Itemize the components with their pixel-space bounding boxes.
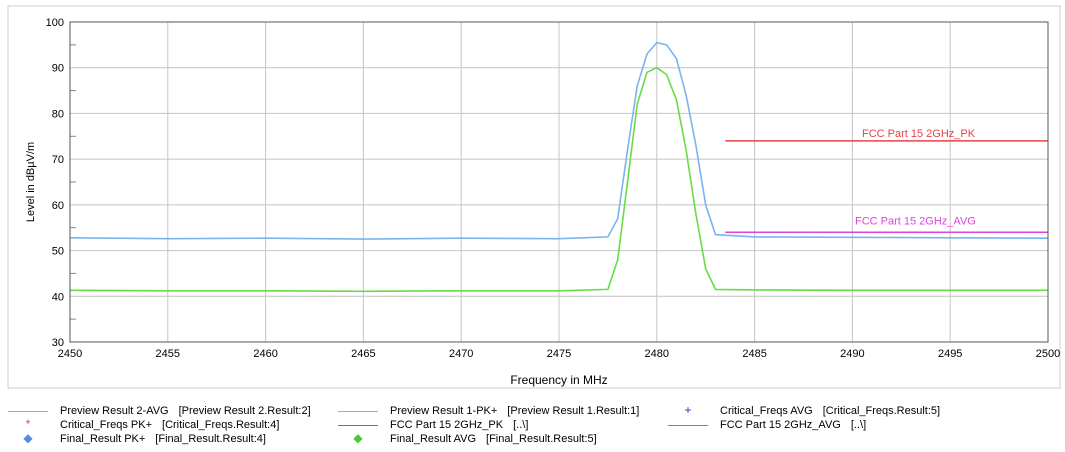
legend-source: [Final_Result.Result:5] xyxy=(486,433,597,445)
legend-label: Final_Result AVG xyxy=(390,433,477,445)
y-tick-label: 60 xyxy=(52,200,64,212)
y-tick-label: 90 xyxy=(52,63,64,75)
annotation-pk-limit: FCC Part 15 2GHz_PK xyxy=(862,128,976,140)
y-tick-label: 80 xyxy=(52,108,64,120)
x-tick-label: 2485 xyxy=(742,348,766,360)
legend-line-magenta xyxy=(668,425,708,426)
x-tick-label: 2490 xyxy=(840,348,864,360)
plot-border xyxy=(69,21,1049,343)
diamond-marker-icon: ◆ xyxy=(23,431,33,445)
series-line-1 xyxy=(69,66,1048,293)
legend-symbol: * xyxy=(8,417,48,432)
star-marker-icon: * xyxy=(25,417,31,431)
legend-source: [Preview Result 2.Result:2] xyxy=(178,405,311,417)
legend-symbol xyxy=(338,405,378,418)
y-tick-label: 50 xyxy=(52,246,64,258)
legend-label: Critical_Freqs PK+ xyxy=(60,419,153,431)
x-axis-label: Frequency in MHz xyxy=(510,373,607,387)
legend-label: FCC Part 15 2GHz_AVG xyxy=(720,419,841,431)
chart-area: FCC Part 15 2GHz_PK FCC Part 15 2GHz_AVG 3… xyxy=(7,5,1061,389)
x-tick-label: 2470 xyxy=(449,348,473,360)
x-tick-label: 2465 xyxy=(351,348,375,360)
x-tick-label: 2460 xyxy=(253,348,277,360)
legend-source: [Critical_Freqs.Result:5] xyxy=(822,405,941,417)
x-tick-label: 2450 xyxy=(58,348,82,360)
series-line-0 xyxy=(69,41,1049,240)
x-tick-label: 2475 xyxy=(547,348,571,360)
legend-symbol xyxy=(338,419,378,432)
chart-svg: FCC Part 15 2GHz_PK FCC Part 15 2GHz_AVG 3… xyxy=(7,5,1061,389)
legend-line-green xyxy=(8,411,48,412)
x-tick-label: 2500 xyxy=(1036,348,1060,360)
legend-symbol xyxy=(668,419,708,432)
diamond-marker-icon: ◆ xyxy=(353,431,363,445)
y-tick-label: 40 xyxy=(52,291,64,303)
legend-symbol: + xyxy=(668,403,708,418)
chart-frame xyxy=(7,5,1061,389)
annotation-avg-limit: FCC Part 15 2GHz_AVG xyxy=(855,215,976,227)
legend-label: Final_Result PK+ xyxy=(60,433,146,445)
legend-label: FCC Part 15 2GHz_PK xyxy=(390,419,504,431)
legend: Preview Result 2-AVG [Preview Result 2.Re… xyxy=(0,398,1065,452)
legend-symbol xyxy=(8,405,48,418)
legend-source: [Critical_Freqs.Result:4] xyxy=(162,419,280,431)
legend-source: [..\] xyxy=(513,419,529,431)
y-tick-label: 70 xyxy=(52,154,64,166)
x-tick-label: 2480 xyxy=(645,348,669,360)
legend-source: [..\] xyxy=(850,419,867,431)
x-tick-label: 2495 xyxy=(938,348,962,360)
legend-label: Critical_Freqs AVG xyxy=(720,405,813,417)
plus-marker-icon: + xyxy=(684,403,692,417)
legend-label: Preview Result 2-AVG xyxy=(60,405,169,417)
x-tick-label: 2455 xyxy=(156,348,180,360)
legend-label: Preview Result 1-PK+ xyxy=(390,405,498,417)
legend-source: [Final_Result.Result:4] xyxy=(155,433,266,445)
legend-symbol: ◆ xyxy=(8,431,48,446)
legend-source: [Preview Result 1.Result:1] xyxy=(507,405,640,417)
y-axis-label: Level in dBµV/m xyxy=(25,142,37,222)
legend-line-red xyxy=(338,425,378,426)
y-tick-label: 30 xyxy=(52,337,64,349)
y-tick-label: 100 xyxy=(46,17,64,29)
legend-symbol: ◆ xyxy=(338,431,378,446)
legend-line-blue xyxy=(338,411,378,412)
